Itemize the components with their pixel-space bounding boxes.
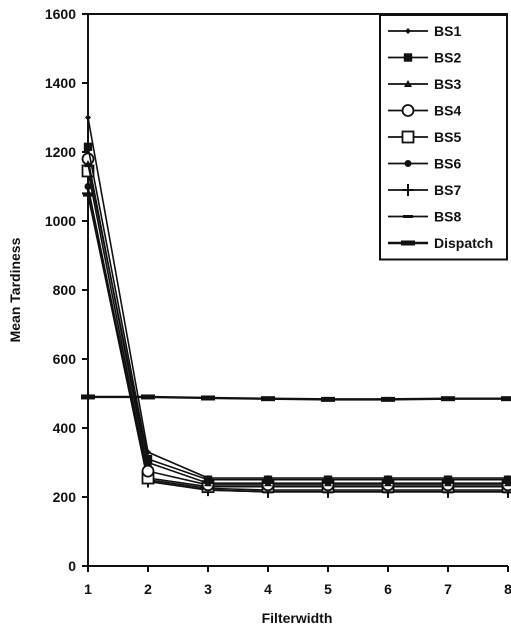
point-bs1 (505, 475, 511, 482)
series-dispatch (81, 394, 511, 402)
legend-item-bs5: BS5 (388, 129, 461, 145)
legend-marker (404, 160, 412, 167)
legend-marker (401, 130, 415, 144)
point-bs1 (145, 449, 151, 456)
legend-item-dispatch: Dispatch (388, 235, 493, 251)
point-dispatch (321, 396, 335, 402)
series-line-bs1 (87, 117, 508, 479)
point-bs1 (445, 475, 451, 482)
y-tick-label: 0 (68, 558, 76, 574)
legend-marker (403, 53, 413, 62)
series-line-bs3 (87, 163, 508, 485)
x-tick-label: 5 (324, 581, 332, 597)
x-axis-title: Filterwidth (262, 610, 333, 626)
point-bs3 (84, 160, 92, 168)
legend-marker (402, 184, 414, 196)
x-tick-label: 8 (504, 581, 511, 597)
y-tick-label: 400 (53, 420, 77, 436)
x-tick-label: 4 (264, 581, 272, 597)
y-tick-label: 200 (53, 489, 77, 505)
series-line-bs4 (87, 158, 508, 486)
legend-marker (405, 28, 411, 34)
point-bs2 (143, 454, 153, 464)
series-line-bs5 (87, 170, 508, 488)
legend-label: BS5 (434, 129, 461, 145)
legend-marker (404, 80, 412, 87)
series-layer (81, 114, 511, 498)
series-line-dispatch (88, 395, 508, 401)
point-dispatch (381, 396, 395, 402)
point-bs4 (141, 464, 155, 478)
point-bs1 (265, 475, 271, 482)
legend-marker (401, 104, 415, 117)
point-bs6 (84, 183, 92, 190)
series-bs1 (85, 114, 511, 482)
point-bs2 (83, 142, 93, 152)
legend-item-bs4: BS4 (388, 103, 461, 119)
axes: 0 200 400 600 800 1000 1200 1400 1600 1 2 3 4 5 6 7 8 (45, 6, 511, 597)
series-line-bs2 (87, 146, 508, 481)
legend-marker (403, 215, 413, 218)
legend-label: BS1 (434, 23, 461, 39)
y-tick-label: 600 (53, 351, 77, 367)
y-tick-label: 1200 (45, 144, 76, 160)
x-tick-label: 6 (384, 581, 392, 597)
legend-label: BS6 (434, 156, 461, 172)
point-dispatch (141, 394, 155, 400)
series-line-bs7 (87, 193, 508, 493)
point-dispatch (441, 396, 455, 402)
legend-marker (401, 240, 415, 246)
legend-label: BS4 (434, 103, 461, 119)
x-tick-label: 7 (444, 581, 452, 597)
legend-label: BS3 (434, 76, 461, 92)
legend-label: Dispatch (434, 235, 493, 251)
series-line-bs6 (87, 186, 508, 491)
y-tick-label: 1000 (45, 213, 76, 229)
legend-label: BS7 (434, 182, 461, 198)
y-tick-label: 800 (53, 282, 77, 298)
legend-item-bs2: BS2 (388, 50, 461, 66)
y-tick-label: 1600 (45, 6, 76, 22)
y-tick-label: 1400 (45, 75, 76, 91)
legend: BS1 BS2 BS3 BS4 BS5 BS6 BS7 BS8 Dispatch (379, 14, 508, 261)
point-bs1 (325, 475, 331, 482)
point-dispatch (81, 394, 95, 400)
legend-item-bs3: BS3 (388, 76, 461, 92)
legend-item-bs1: BS1 (388, 23, 461, 39)
legend-item-bs8: BS8 (388, 209, 461, 225)
legend-label: BS8 (434, 209, 461, 225)
legend-item-bs6: BS6 (388, 156, 461, 172)
point-dispatch (501, 396, 511, 402)
x-tick-label: 1 (84, 581, 92, 597)
point-dispatch (261, 396, 275, 402)
legend-item-bs7: BS7 (388, 182, 461, 198)
point-dispatch (201, 395, 215, 401)
point-bs1 (85, 114, 91, 121)
x-tick-label: 2 (144, 581, 152, 597)
point-bs1 (205, 475, 211, 482)
point-bs1 (385, 475, 391, 482)
x-tick-label: 3 (204, 581, 212, 597)
legend-label: BS2 (434, 50, 461, 66)
y-axis-title: Mean Tardiness (7, 237, 23, 342)
